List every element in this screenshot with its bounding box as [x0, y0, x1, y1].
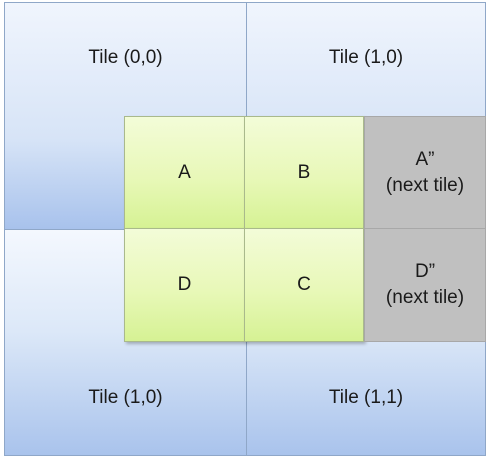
cell-a: A — [124, 116, 245, 229]
cell-d-label: D — [177, 274, 192, 295]
tile-top-right-label: Tile (1,0) — [328, 47, 404, 68]
cell-a-label: A — [178, 161, 191, 183]
cell-b-label: B — [297, 161, 311, 183]
cell-c: C — [244, 228, 364, 342]
cell-d: D — [124, 228, 245, 342]
cell-a-next-label: A” — [415, 148, 435, 170]
tile-bottom-right-label: Tile (1,1) — [328, 387, 404, 408]
tile-bottom-left-label: Tile (1,0) — [88, 387, 163, 408]
cell-a-next-sublabel: (next tile) — [385, 174, 465, 196]
cell-d-next-label: D” — [414, 261, 436, 282]
cell-c-label: C — [297, 274, 311, 295]
cell-b: B — [244, 116, 364, 229]
cell-d-next: D” (next tile) — [364, 228, 486, 342]
tile-top-left-label: Tile (0,0) — [88, 47, 163, 68]
cell-d-next-sublabel: (next tile) — [385, 287, 465, 308]
cell-a-next: A” (next tile) — [364, 116, 486, 229]
